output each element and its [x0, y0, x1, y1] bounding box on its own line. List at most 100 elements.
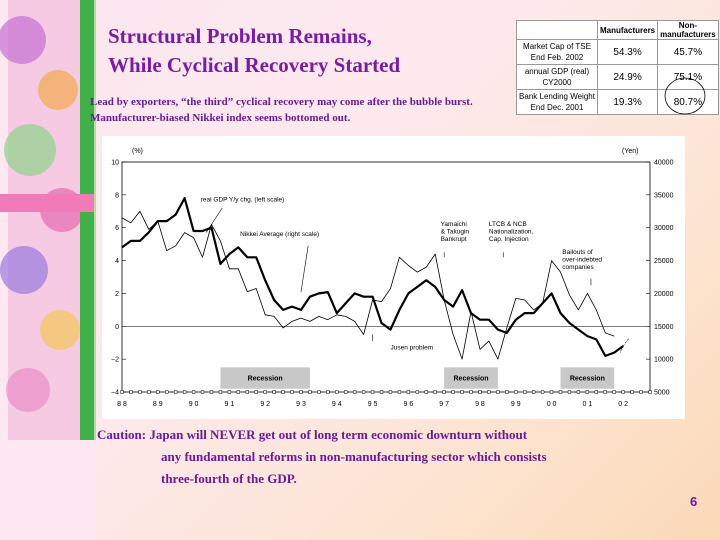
annotation-text: Bailouts of: [562, 249, 593, 256]
recession-band: [560, 367, 615, 389]
x-tick-marker: [451, 390, 455, 394]
x-tick-label: 9 5: [368, 401, 378, 408]
right-tick-label: 25000: [654, 258, 674, 265]
x-tick-marker: [227, 390, 232, 394]
x-tick-marker: [424, 390, 428, 394]
left-tick-label: 2: [115, 291, 119, 298]
x-tick-marker: [469, 390, 473, 394]
annotation-text: real GDP Y/y chg. (left scale): [201, 196, 285, 203]
x-tick-marker: [236, 390, 240, 394]
x-tick-marker: [576, 390, 581, 394]
left-tick-label: 8: [115, 192, 119, 199]
x-tick-label: 9 0: [189, 401, 199, 408]
sector-share-table: Manufacturers Non-manufacturers Market C…: [516, 20, 719, 115]
x-tick-label: 9 6: [404, 401, 414, 408]
x-tick-marker: [496, 390, 500, 394]
right-tick-label: 30000: [654, 225, 674, 232]
annotation-text: & Takugin: [441, 229, 470, 236]
table-cell: 45.7%: [657, 39, 719, 65]
x-tick-marker: [478, 390, 482, 394]
x-tick-marker: [505, 390, 509, 394]
right-tick-label: 10000: [654, 357, 674, 364]
row-label-line-2: End Dec. 2001: [530, 103, 584, 112]
table-header-non-manufacturers: Non-manufacturers: [657, 20, 719, 40]
title-line-1: Structural Problem Remains,: [108, 24, 372, 48]
x-tick-marker: [361, 390, 366, 394]
x-tick-marker: [272, 390, 276, 394]
left-tick-label: −4: [111, 390, 119, 397]
x-tick-label: 9 1: [225, 401, 235, 408]
x-tick-marker: [370, 390, 375, 394]
annotation-text: Nationalization,: [489, 229, 534, 236]
left-tick-label: −2: [111, 357, 119, 364]
x-tick-marker: [388, 390, 393, 394]
x-tick-marker: [290, 390, 294, 394]
table-row-label: Bank Lending Weight End Dec. 2001: [516, 89, 598, 115]
row-label-line-2: CY2000: [542, 78, 572, 87]
x-tick-marker: [254, 390, 258, 394]
x-tick-label: 8 8: [117, 401, 127, 408]
table-header-manufacturers: Manufacturers: [596, 20, 659, 40]
annotation-text: Jusen problem: [390, 344, 433, 351]
x-tick-marker: [182, 390, 187, 394]
x-tick-marker: [138, 390, 142, 394]
x-tick-label: 9 9: [511, 401, 521, 408]
left-tick-label: 0: [115, 324, 119, 331]
subtitle-line-2: Manufacturer-biased Nikkei index seems b…: [90, 112, 351, 124]
x-tick-marker: [129, 390, 133, 394]
x-tick-marker: [514, 390, 518, 394]
chart-panel: Recession Recession Recession 10 8 6 4 2 0 −2 −4 4…: [102, 136, 685, 419]
x-tick-label: 8 9: [153, 401, 163, 408]
page-number: 6: [690, 494, 698, 509]
recession-band: [444, 367, 498, 389]
plot-frame: [121, 161, 651, 393]
right-tick-label: 20000: [654, 291, 674, 298]
x-tick-label: 9 4: [332, 401, 342, 408]
x-tick-marker: [120, 390, 124, 394]
annotation-text: companies: [562, 264, 594, 271]
annotation-arrow: [300, 245, 309, 293]
x-tick-marker: [245, 390, 249, 394]
x-tick-marker: [540, 390, 545, 394]
x-tick-marker: [156, 390, 160, 394]
recession-label: Recession: [248, 376, 283, 383]
right-tick-label: 5000: [654, 390, 670, 397]
x-tick-marker: [532, 390, 536, 394]
table-row-label: Market Cap of TSE End Feb. 2002: [516, 39, 598, 65]
row-label-line-1: Bank Lending Weight: [519, 92, 595, 101]
annotation-text: over-indebted: [562, 257, 602, 264]
x-tick-label: 9 3: [296, 401, 306, 408]
x-tick-marker: [147, 390, 151, 394]
table-cell: 54.3%: [596, 39, 659, 65]
x-tick-marker: [594, 390, 598, 394]
x-tick-marker: [353, 390, 357, 394]
x-tick-marker: [344, 390, 348, 394]
right-axis-unit: (Yen): [622, 148, 638, 155]
table-cell: 24.9%: [596, 64, 659, 90]
x-tick-marker: [335, 390, 339, 394]
x-tick-marker: [460, 390, 464, 394]
caution-line-2: any fundamental reforms in non-manufactu…: [161, 449, 547, 464]
x-tick-marker: [308, 390, 312, 394]
left-tick-label: 6: [115, 225, 119, 232]
row-label-line-1: annual GDP (real): [524, 67, 590, 76]
subtitle-line-1: Lead by exporters, “the third” cyclical …: [90, 96, 473, 108]
table-cell: 19.3%: [596, 89, 659, 115]
annotation-text: LTCB & NCB: [489, 221, 527, 228]
row-label-line-1: Market Cap of TSE: [523, 42, 591, 51]
x-tick-marker: [174, 390, 178, 394]
x-tick-marker: [603, 390, 607, 394]
x-tick-label: 9 8: [475, 401, 485, 408]
recession-label: Recession: [570, 376, 605, 383]
x-tick-marker: [549, 390, 554, 394]
right-tick-label: 15000: [654, 324, 674, 331]
x-tick-marker: [191, 390, 196, 394]
x-tick-marker: [567, 390, 572, 394]
x-tick-marker: [397, 390, 402, 394]
x-tick-marker: [281, 390, 285, 394]
left-tick-label: 10: [111, 160, 119, 167]
x-tick-label: 0 0: [547, 401, 557, 408]
x-tick-marker: [612, 390, 616, 394]
x-tick-label: 9 7: [439, 401, 449, 408]
x-tick-marker: [621, 390, 625, 394]
